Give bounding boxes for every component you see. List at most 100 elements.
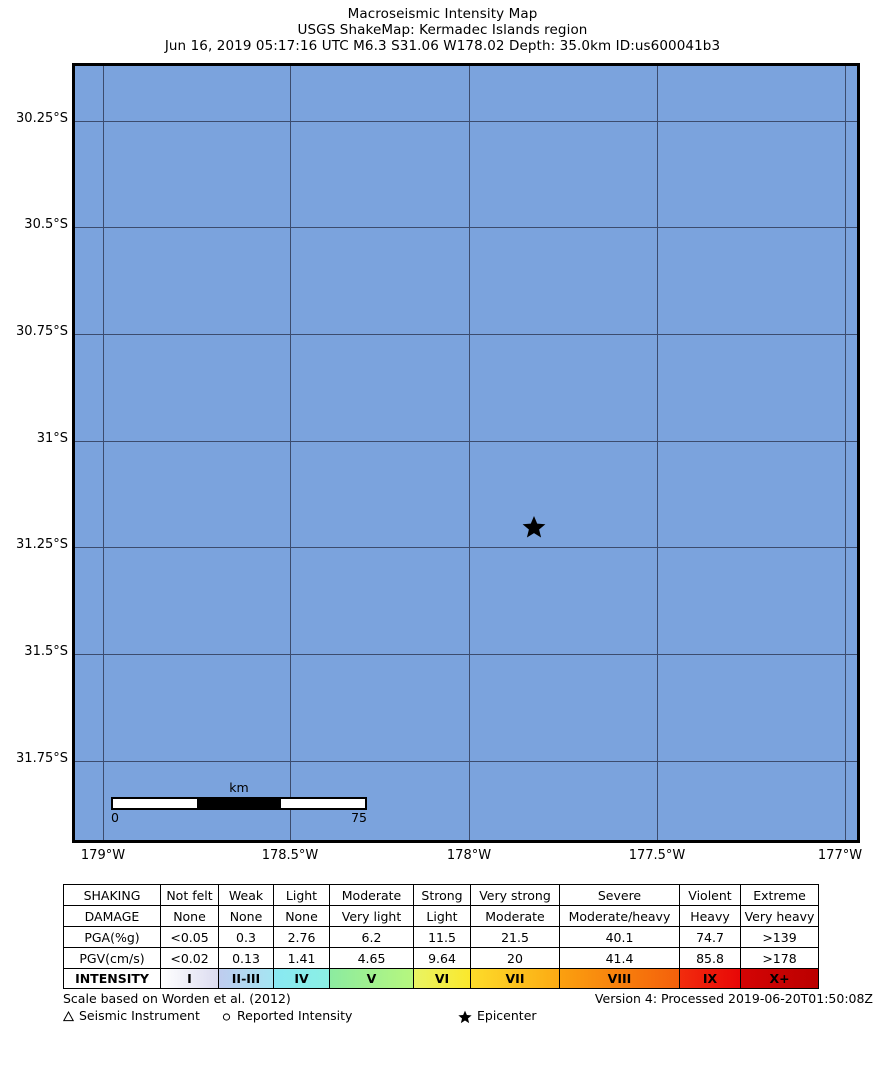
- gridline-latitude: [75, 441, 857, 442]
- cell-pga: <0.05: [160, 926, 219, 948]
- cell-intensity: II-III: [218, 968, 274, 989]
- gridline-longitude: [469, 66, 470, 840]
- latitude-tick-label: 30.75°S: [16, 324, 68, 339]
- scalebar-unit-label: km: [229, 780, 249, 795]
- intensity-legend-table: SHAKING Not felt Weak Light Moderate Str…: [63, 884, 819, 989]
- cell-damage: Heavy: [679, 905, 741, 927]
- latitude-tick-label: 31°S: [36, 431, 68, 446]
- gridline-latitude: [75, 654, 857, 655]
- scalebar-segment: [281, 799, 365, 808]
- longitude-tick-label: 178.5°W: [261, 848, 319, 863]
- longitude-tick-label: 177°W: [817, 848, 863, 863]
- map-title-block: Macroseismic Intensity Map USGS ShakeMap…: [0, 6, 885, 54]
- legend-seismic-instrument-label: Seismic Instrument: [79, 1008, 200, 1023]
- latitude-tick-label: 30.5°S: [24, 217, 68, 232]
- cell-shaking: Severe: [559, 884, 680, 906]
- table-row-shaking: SHAKING Not felt Weak Light Moderate Str…: [63, 884, 819, 906]
- cell-damage: Moderate: [470, 905, 560, 927]
- row-label-shaking: SHAKING: [63, 884, 161, 906]
- legend-epicenter: Epicenter: [458, 1008, 537, 1024]
- footer-row-credit: Scale based on Worden et al. (2012) Vers…: [63, 991, 873, 1008]
- gridline-latitude: [75, 334, 857, 335]
- cell-shaking: Light: [273, 884, 330, 906]
- row-label-pga: PGA(%g): [63, 926, 161, 948]
- table-row-pga: PGA(%g) <0.05 0.3 2.76 6.2 11.5 21.5 40.…: [63, 926, 819, 948]
- legend-epicenter-label: Epicenter: [477, 1008, 537, 1023]
- scalebar-max-label: 75: [351, 810, 367, 825]
- title-line-3: Jun 16, 2019 05:17:16 UTC M6.3 S31.06 W1…: [164, 38, 721, 54]
- map-footer: Scale based on Worden et al. (2012) Vers…: [63, 991, 873, 1025]
- scalebar-labels: 0 75: [111, 810, 367, 826]
- cell-pgv: 85.8: [679, 947, 741, 969]
- cell-damage: None: [218, 905, 274, 927]
- row-label-pgv: PGV(cm/s): [63, 947, 161, 969]
- gridline-longitude: [290, 66, 291, 840]
- title-line-2: USGS ShakeMap: Kermadec Islands region: [297, 22, 588, 38]
- scalebar-min-label: 0: [111, 810, 119, 825]
- cell-intensity: IX: [679, 968, 741, 989]
- longitude-axis: 179°W 178.5°W 178°W 177.5°W 177°W: [0, 848, 885, 868]
- cell-shaking: Strong: [413, 884, 471, 906]
- cell-pga: 11.5: [413, 926, 471, 948]
- legend-reported-intensity: Reported Intensity: [221, 1008, 352, 1023]
- latitude-axis: 30.25°S 30.5°S 30.75°S 31°S 31.25°S 31.5…: [0, 0, 68, 1065]
- cell-shaking: Extreme: [740, 884, 819, 906]
- gridline-latitude: [75, 121, 857, 122]
- scalebar-bar: [111, 797, 367, 810]
- gridline-longitude: [845, 66, 846, 840]
- cell-pgv: 1.41: [273, 947, 330, 969]
- cell-pgv: 41.4: [559, 947, 680, 969]
- cell-intensity: X+: [740, 968, 819, 989]
- gridline-latitude: [75, 227, 857, 228]
- triangle-icon: [63, 1011, 74, 1022]
- scalebar-segment: [197, 799, 281, 808]
- longitude-tick-label: 177.5°W: [628, 848, 686, 863]
- cell-pga: 0.3: [218, 926, 274, 948]
- table-row-pgv: PGV(cm/s) <0.02 0.13 1.41 4.65 9.64 20 4…: [63, 947, 819, 969]
- cell-damage: None: [160, 905, 219, 927]
- cell-intensity: I: [160, 968, 219, 989]
- cell-intensity: V: [329, 968, 414, 989]
- gridline-longitude: [103, 66, 104, 840]
- cell-shaking: Weak: [218, 884, 274, 906]
- cell-shaking: Not felt: [160, 884, 219, 906]
- cell-shaking: Very strong: [470, 884, 560, 906]
- map-scalebar: km 0 75: [111, 781, 367, 826]
- cell-pgv: 20: [470, 947, 560, 969]
- cell-pgv: 4.65: [329, 947, 414, 969]
- latitude-tick-label: 31.25°S: [16, 537, 68, 552]
- latitude-tick-label: 30.25°S: [16, 111, 68, 126]
- cell-damage: Light: [413, 905, 471, 927]
- cell-intensity: VII: [470, 968, 560, 989]
- gridline-latitude: [75, 547, 857, 548]
- cell-intensity: VI: [413, 968, 471, 989]
- cell-intensity: IV: [273, 968, 330, 989]
- epicenter-star-icon: [458, 1010, 472, 1023]
- cell-shaking: Violent: [679, 884, 741, 906]
- footer-row-symbols: Seismic Instrument Reported Intensity Ep…: [63, 1008, 873, 1025]
- cell-damage: Very heavy: [740, 905, 819, 927]
- cell-damage: Very light: [329, 905, 414, 927]
- scalebar-segment: [113, 799, 197, 808]
- cell-shaking: Moderate: [329, 884, 414, 906]
- longitude-tick-label: 179°W: [80, 848, 126, 863]
- cell-pga: 21.5: [470, 926, 560, 948]
- gridline-longitude: [657, 66, 658, 840]
- legend-reported-intensity-label: Reported Intensity: [237, 1008, 353, 1023]
- cell-damage: None: [273, 905, 330, 927]
- scale-credit-text: Scale based on Worden et al. (2012): [63, 991, 291, 1006]
- row-label-damage: DAMAGE: [63, 905, 161, 927]
- cell-pgv: 0.13: [218, 947, 274, 969]
- cell-pga: >139: [740, 926, 819, 948]
- legend-seismic-instrument: Seismic Instrument: [63, 1008, 200, 1023]
- cell-pga: 40.1: [559, 926, 680, 948]
- cell-pgv: >178: [740, 947, 819, 969]
- shakemap-map-panel[interactable]: km 0 75: [72, 63, 860, 843]
- version-text: Version 4: Processed 2019-06-20T01:50:08…: [594, 991, 873, 1006]
- circle-icon: [222, 1013, 231, 1021]
- gridline-latitude: [75, 761, 857, 762]
- cell-pga: 74.7: [679, 926, 741, 948]
- cell-pga: 2.76: [273, 926, 330, 948]
- row-label-intensity: INTENSITY: [63, 968, 161, 989]
- cell-pgv: <0.02: [160, 947, 219, 969]
